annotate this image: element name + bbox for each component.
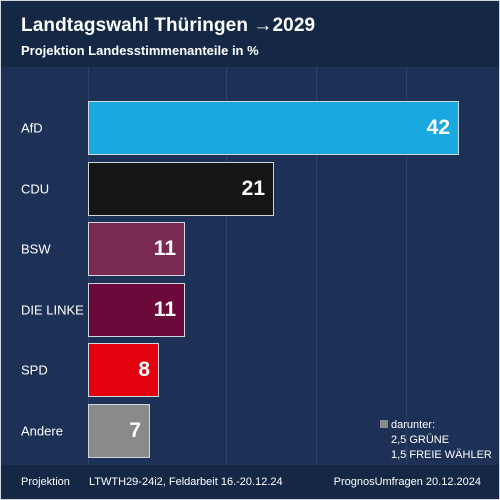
footer-source: PrognosUmfragen 20.12.2024: [333, 476, 481, 488]
category-label: Andere: [21, 423, 63, 438]
note-heading: darunter:: [391, 419, 436, 431]
bar: 21: [88, 161, 274, 216]
chart-title: Landtagswahl Thüringen →2029: [21, 15, 316, 36]
note-line: 1,5 FREIE WÄHLER: [391, 449, 492, 461]
bar-value-label: 21: [241, 176, 265, 200]
others-breakdown-note: darunter: 2,5 GRÜNE 1,5 FREIE WÄHLER: [380, 418, 492, 463]
note-line: 2,5 GRÜNE: [391, 434, 450, 446]
category-label: CDU: [21, 181, 50, 196]
footer-fieldwork: LTWTH29-24i2, Feldarbeit 16.-20.12.24: [89, 476, 283, 488]
chart-subtitle: Projektion Landesstimmenanteile in %: [21, 43, 259, 58]
category-label: BSW: [21, 241, 51, 257]
footer: Projektion LTWTH29-24i2, Feldarbeit 16.-…: [1, 467, 499, 499]
grid-line: [316, 67, 317, 465]
bar: 8: [88, 343, 159, 397]
bar-value-label: 11: [153, 297, 176, 321]
footer-label: Projektion: [21, 476, 70, 488]
grid-line: [226, 67, 227, 465]
grid-line: [406, 67, 407, 465]
bar: 11: [88, 222, 185, 276]
category-label: DIE LINKE: [21, 302, 84, 317]
bar-value-label: 11: [153, 237, 176, 260]
bar-value-label: 8: [138, 358, 150, 381]
bar-value-label: 7: [129, 418, 141, 442]
category-label: AfD: [21, 120, 43, 136]
bar: 7: [88, 403, 150, 458]
bar: 11: [88, 282, 185, 337]
bar-value-label: 42: [426, 116, 450, 139]
bar: 42: [88, 101, 459, 155]
others-swatch-icon: [380, 420, 388, 428]
category-label: SPD: [21, 362, 48, 378]
